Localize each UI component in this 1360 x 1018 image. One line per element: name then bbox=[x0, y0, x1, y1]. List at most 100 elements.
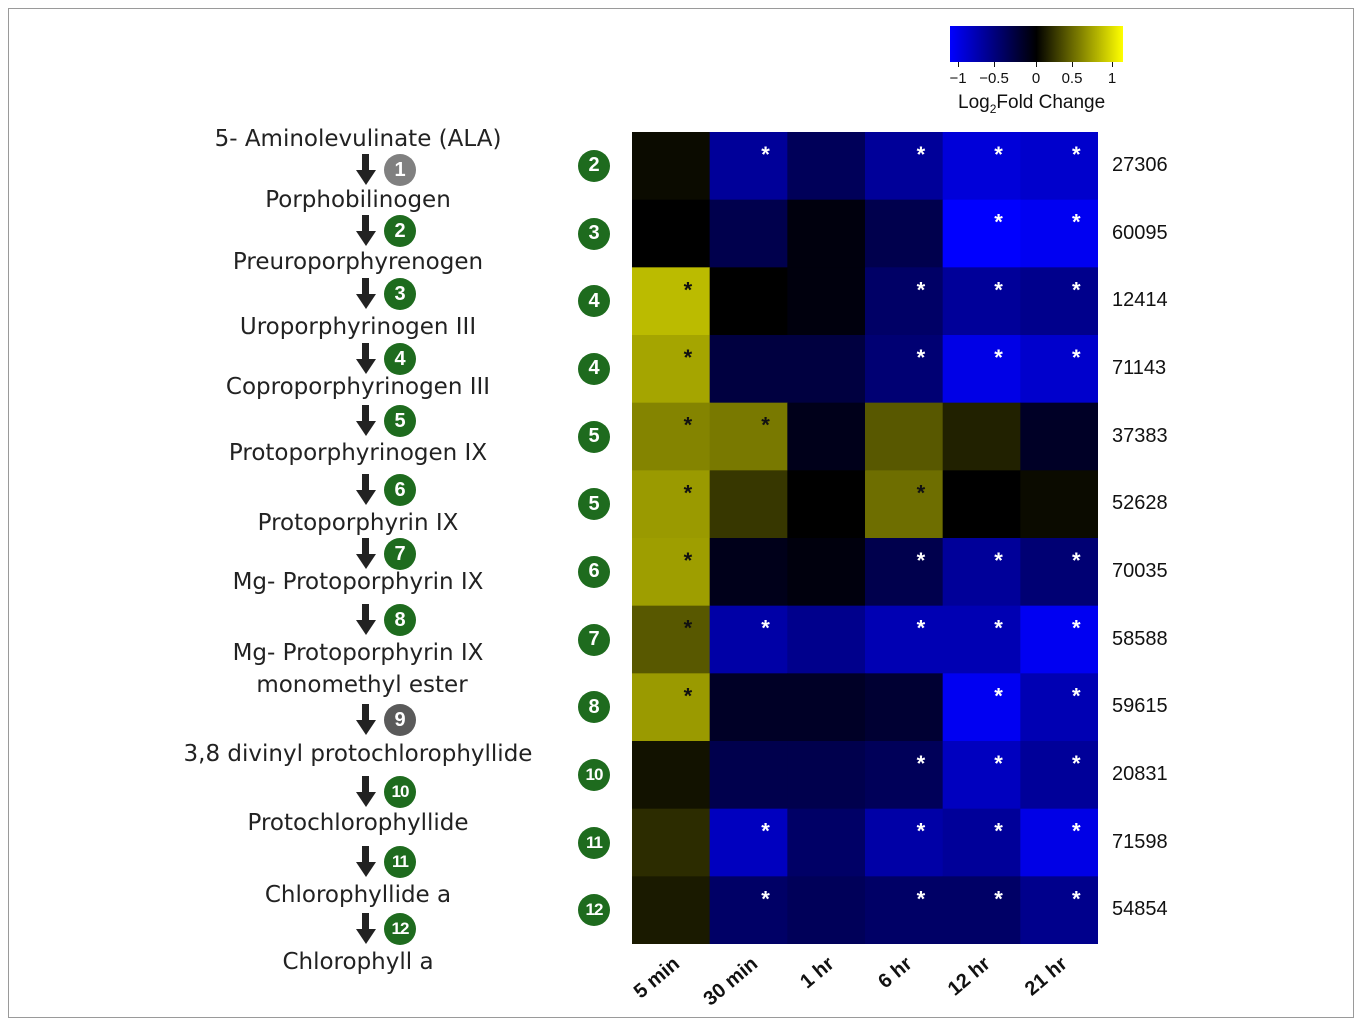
significance-asterisk: * bbox=[684, 548, 693, 573]
heatmap-cell bbox=[787, 876, 866, 944]
pathway-arrow bbox=[356, 776, 376, 807]
significance-asterisk: * bbox=[684, 277, 693, 302]
row-step-badge: 5 bbox=[578, 488, 610, 521]
significance-asterisk: * bbox=[994, 683, 1003, 708]
step-badge: 5 bbox=[384, 405, 416, 437]
metabolite-preuroporphyrenogen: Preuroporphyrenogen bbox=[232, 249, 484, 275]
heatmap-cell bbox=[632, 267, 711, 336]
gene-id: 71143 bbox=[1112, 356, 1167, 379]
pathway-diagram: 5- Aminolevulinate (ALA) Porphobilinogen… bbox=[0, 0, 600, 1009]
heatmap-cell bbox=[709, 470, 788, 539]
metabolite-protoporphyrinogen-ix: Protoporphyrinogen IX bbox=[228, 440, 488, 466]
step-badge: 3 bbox=[384, 278, 416, 310]
heatmap-cell bbox=[1020, 267, 1098, 336]
heatmap-cell bbox=[709, 605, 788, 674]
heatmap-cell bbox=[865, 876, 944, 944]
heatmap-cell bbox=[632, 673, 711, 742]
significance-asterisk: * bbox=[917, 142, 926, 167]
heatmap: * * * * * * * * * * * * * * * * * * * * * * * * * * * * * * * * * * * * * * * *… bbox=[632, 132, 1098, 944]
legend-tick-label: −0.5 bbox=[979, 70, 1009, 87]
heatmap-cell bbox=[1020, 741, 1098, 810]
heatmap-cell bbox=[632, 199, 711, 268]
step-badge: 2 bbox=[384, 215, 416, 247]
significance-asterisk: * bbox=[684, 345, 693, 370]
heatmap-cell bbox=[942, 335, 1021, 404]
heatmap-cell bbox=[942, 605, 1021, 674]
significance-asterisk: * bbox=[761, 616, 770, 641]
heatmap-cell bbox=[709, 808, 788, 877]
pathway-arrow bbox=[356, 405, 376, 436]
significance-asterisk: * bbox=[1072, 683, 1081, 708]
significance-asterisk: * bbox=[1072, 819, 1081, 844]
heatmap-cell bbox=[1020, 673, 1098, 742]
significance-asterisk: * bbox=[917, 819, 926, 844]
heatmap-cell bbox=[709, 741, 788, 810]
heatmap-cell bbox=[865, 673, 944, 742]
metabolite-coproporphyrinogen-iii: Coproporphyrinogen III bbox=[225, 374, 491, 400]
heatmap-cell bbox=[787, 267, 866, 336]
heatmap-cell bbox=[865, 267, 944, 336]
heatmap-cell bbox=[709, 267, 788, 336]
legend-tick-label: 0 bbox=[1031, 70, 1041, 87]
heatmap-cell bbox=[632, 876, 711, 944]
metabolite-uroporphyrinogen-iii: Uroporphyrinogen III bbox=[239, 314, 477, 340]
significance-asterisk: * bbox=[917, 277, 926, 302]
step-badge: 4 bbox=[384, 343, 416, 375]
heatmap-cell bbox=[787, 538, 866, 607]
gene-id: 70035 bbox=[1112, 559, 1168, 582]
pathway-arrow bbox=[356, 846, 376, 877]
significance-asterisk: * bbox=[917, 616, 926, 641]
significance-asterisk: * bbox=[761, 142, 770, 167]
heatmap-cell bbox=[865, 402, 944, 471]
heatmap-cell bbox=[942, 808, 1021, 877]
pathway-arrow bbox=[356, 474, 376, 505]
heatmap-cell bbox=[865, 741, 944, 810]
metabolite-porphobilinogen: Porphobilinogen bbox=[265, 187, 451, 213]
step-badge: 8 bbox=[384, 604, 416, 636]
significance-asterisk: * bbox=[994, 277, 1003, 302]
significance-asterisk: * bbox=[1072, 548, 1081, 573]
row-step-badge: 11 bbox=[578, 826, 610, 859]
step-badge: 12 bbox=[384, 913, 416, 945]
heatmap-cell bbox=[1020, 335, 1098, 404]
heatmap-cell bbox=[942, 538, 1021, 607]
metabolite-mg-protoporphyrin-ix: Mg- Protoporphyrin IX bbox=[232, 569, 484, 595]
step-badge: 6 bbox=[384, 474, 416, 506]
heatmap-cell bbox=[709, 673, 788, 742]
gene-id: 37383 bbox=[1112, 424, 1168, 447]
significance-asterisk: * bbox=[917, 548, 926, 573]
step-badge: 9 bbox=[384, 704, 416, 736]
heatmap-cell bbox=[709, 402, 788, 471]
heatmap-cell bbox=[709, 538, 788, 607]
heatmap-cell bbox=[865, 335, 944, 404]
significance-asterisk: * bbox=[994, 345, 1003, 370]
row-step-badge: 7 bbox=[578, 623, 610, 656]
heatmap-cell bbox=[865, 605, 944, 674]
row-step-badge: 6 bbox=[578, 555, 610, 588]
heatmap-cell bbox=[632, 808, 711, 877]
significance-asterisk: * bbox=[917, 345, 926, 370]
metabolite-protoporphyrin-ix: Protoporphyrin IX bbox=[257, 510, 459, 536]
heatmap-cell bbox=[865, 132, 944, 201]
gene-id: 54854 bbox=[1112, 898, 1168, 921]
row-step-badge: 4 bbox=[578, 352, 610, 385]
heatmap-cell bbox=[942, 876, 1021, 944]
heatmap-cell bbox=[942, 132, 1021, 201]
gene-id: 58588 bbox=[1112, 627, 1168, 650]
gene-id: 71598 bbox=[1112, 830, 1168, 853]
pathway-arrow bbox=[356, 343, 376, 374]
significance-asterisk: * bbox=[761, 819, 770, 844]
heatmap-cell bbox=[787, 199, 866, 268]
significance-asterisk: * bbox=[917, 480, 926, 505]
heatmap-cell bbox=[1020, 808, 1098, 877]
significance-asterisk: * bbox=[917, 751, 926, 776]
heatmap-cell bbox=[1020, 876, 1098, 944]
metabolite-mg-protoporphyrin-ix-me-line1: Mg- Protoporphyrin IX bbox=[232, 640, 484, 666]
significance-asterisk: * bbox=[917, 886, 926, 911]
gene-id: 59615 bbox=[1112, 695, 1168, 718]
legend-colorbar bbox=[950, 26, 1123, 62]
significance-asterisk: * bbox=[994, 210, 1003, 235]
heatmap-cell bbox=[632, 402, 711, 471]
heatmap-cell bbox=[632, 605, 711, 674]
legend-title: Log2Fold Change bbox=[958, 92, 1106, 116]
